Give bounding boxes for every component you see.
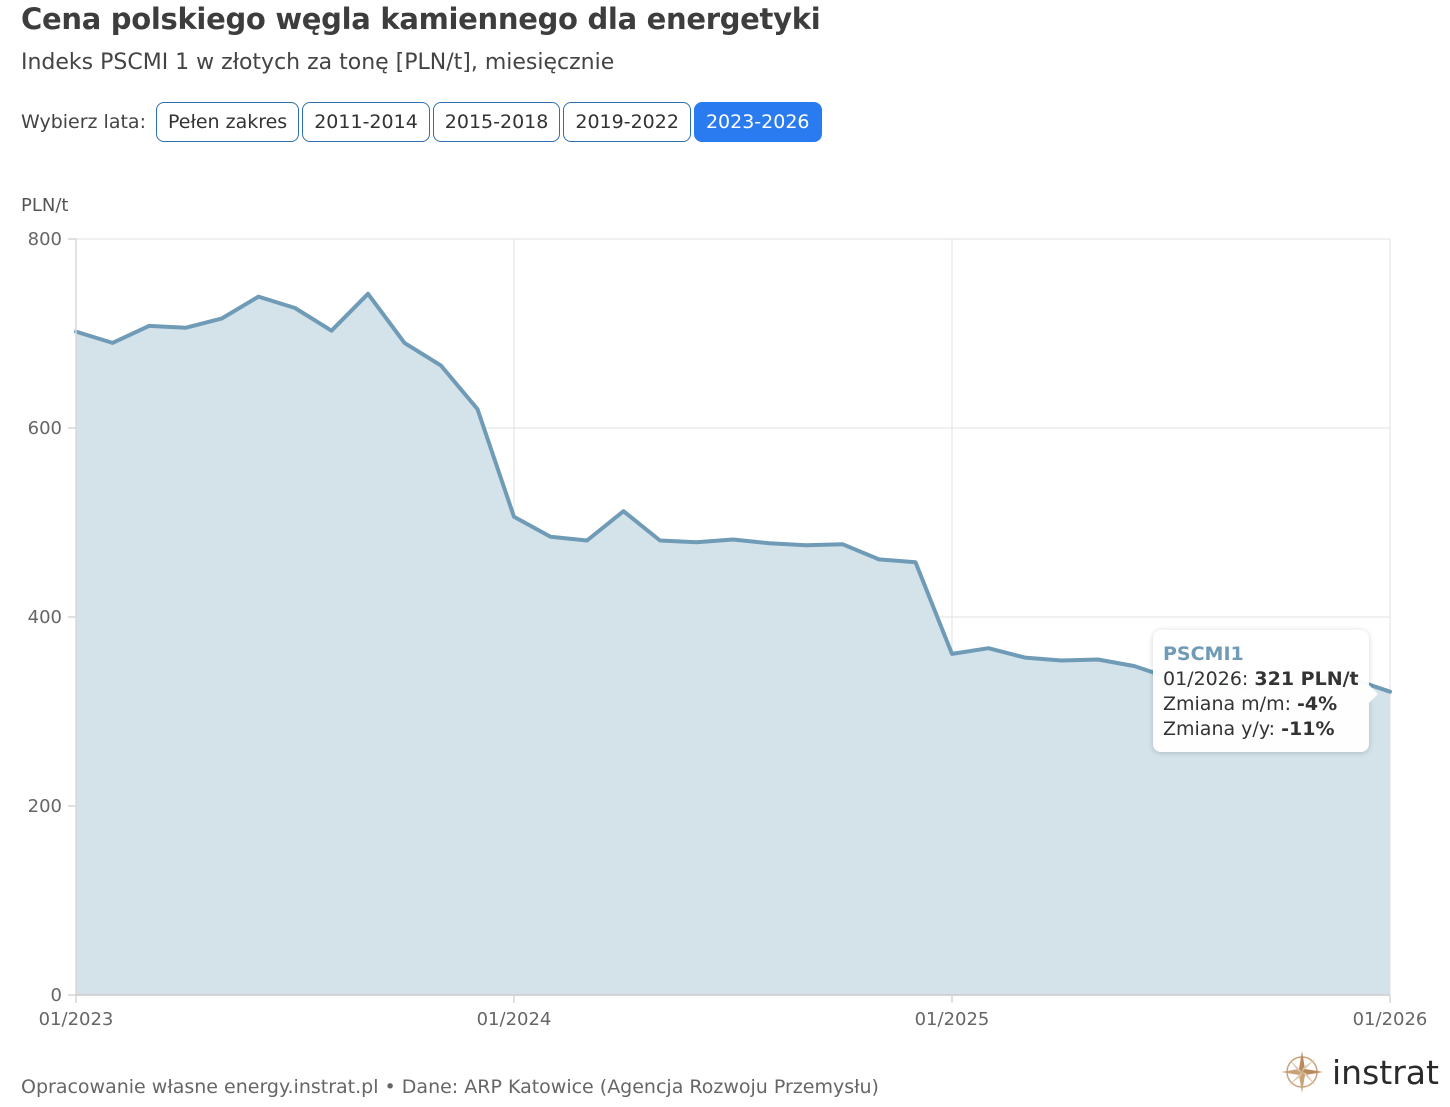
axes: [68, 238, 1391, 1003]
range-button-2011-2014[interactable]: 2011-2014: [302, 102, 430, 142]
x-tick-label: 01/2026: [1353, 1009, 1428, 1030]
tooltip-mm-value: -4%: [1297, 693, 1338, 715]
y-tick-label: 800: [28, 229, 62, 250]
range-button-2023-2026[interactable]: 2023-2026: [693, 102, 822, 142]
tooltip-yy-label: Zmiana y/y:: [1163, 718, 1276, 740]
range-button-2015-2018[interactable]: 2015-2018: [432, 102, 561, 142]
y-tick-label: 600: [28, 418, 62, 439]
compass-rose-icon: [1281, 1051, 1323, 1093]
tooltip-series-name: PSCMI1: [1163, 643, 1244, 665]
range-button-full[interactable]: Pełen zakres: [155, 102, 300, 142]
tick-labels: 0 200 400 600 800 01/2023 01/2024 01/2025 01/202…: [28, 229, 1428, 1030]
instrat-logo: instrat: [1280, 1050, 1439, 1094]
y-tick-label: 200: [28, 796, 62, 817]
chart-title: Cena polskiego węgla kamiennego dla ener…: [21, 2, 821, 36]
y-tick-label: 400: [28, 607, 62, 628]
x-tick-label: 01/2024: [477, 1009, 552, 1030]
x-tick-label: 01/2023: [39, 1009, 114, 1030]
x-tick-label: 01/2025: [915, 1009, 990, 1030]
chart-subtitle: Indeks PSCMI 1 w złotych za tonę [PLN/t]…: [21, 50, 615, 75]
tooltip-value-line: 01/2026: 321 PLN/t: [1163, 667, 1359, 692]
tooltip-mm-label: Zmiana m/m:: [1163, 693, 1291, 715]
tooltip-mm-line: Zmiana m/m: -4%: [1163, 692, 1359, 717]
logo-text: instrat: [1332, 1052, 1439, 1092]
data-tooltip: PSCMI1 01/2026: 321 PLN/t Zmiana m/m: -4…: [1153, 630, 1378, 752]
source-note: Opracowanie własne energy.instrat.pl • D…: [21, 1076, 879, 1098]
series-area-fill: [76, 293, 1390, 995]
range-button-2019-2022[interactable]: 2019-2022: [563, 102, 691, 142]
y-axis-unit-label: PLN/t: [21, 195, 69, 216]
tooltip-value: 321 PLN/t: [1254, 668, 1359, 690]
tooltip-yy-line: Zmiana y/y: -11%: [1163, 717, 1359, 742]
y-tick-label: 0: [51, 985, 62, 1006]
year-range-label: Wybierz lata:: [21, 111, 146, 133]
tooltip-date: 01/2026:: [1163, 668, 1249, 690]
tooltip-yy-value: -11%: [1281, 718, 1335, 740]
year-range-selector: Wybierz lata: Pełen zakres 2011-2014 201…: [21, 101, 825, 143]
tooltip-arrow: [1369, 685, 1378, 703]
